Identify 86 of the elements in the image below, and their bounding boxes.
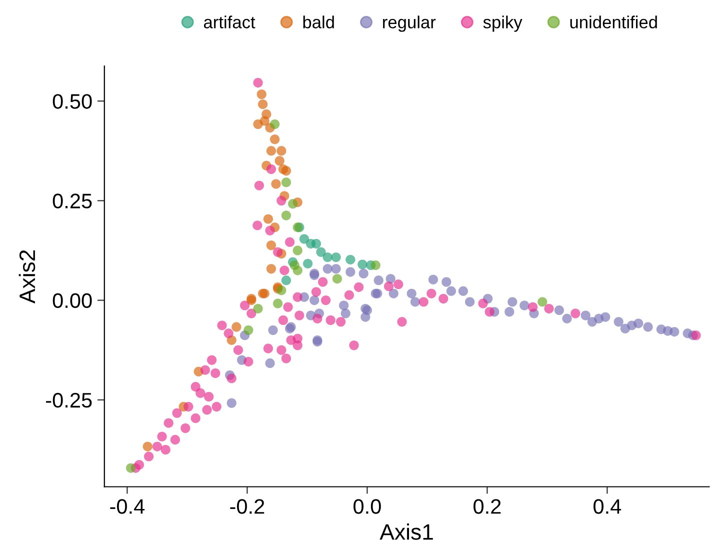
point bbox=[358, 260, 368, 270]
point bbox=[346, 254, 356, 264]
point bbox=[268, 325, 278, 335]
point bbox=[508, 297, 518, 307]
point bbox=[302, 258, 313, 268]
point bbox=[281, 210, 292, 220]
point bbox=[276, 286, 286, 296]
point bbox=[142, 442, 152, 452]
point bbox=[504, 307, 514, 317]
legend-label: bald bbox=[303, 16, 334, 28]
x-tick-label: 0.0 bbox=[354, 499, 381, 514]
point bbox=[620, 324, 630, 334]
point bbox=[274, 156, 284, 166]
point bbox=[258, 99, 268, 110]
y-tick-label: 0.25 bbox=[52, 194, 92, 208]
point bbox=[374, 276, 384, 286]
point bbox=[311, 238, 322, 249]
point bbox=[322, 264, 332, 274]
point bbox=[338, 300, 349, 310]
point bbox=[340, 308, 350, 318]
point bbox=[442, 277, 452, 287]
y-tick-label: -0.25 bbox=[46, 392, 92, 408]
point bbox=[554, 305, 564, 316]
point bbox=[266, 146, 276, 156]
point bbox=[292, 246, 302, 256]
point bbox=[458, 286, 468, 296]
x-tick-label: -0.2 bbox=[230, 499, 264, 514]
point bbox=[288, 199, 298, 209]
point bbox=[360, 312, 370, 322]
legend-label: artifact bbox=[204, 16, 256, 28]
point bbox=[299, 234, 310, 244]
point bbox=[520, 300, 530, 310]
point bbox=[370, 260, 380, 270]
legend-label: regular bbox=[383, 16, 436, 32]
point bbox=[232, 322, 242, 332]
point bbox=[226, 398, 236, 408]
y-tick-label: 0.00 bbox=[52, 293, 92, 308]
point bbox=[266, 264, 276, 274]
x-tick-label: 0.4 bbox=[594, 499, 622, 514]
x-tick-label: -0.4 bbox=[110, 499, 145, 514]
point bbox=[614, 316, 624, 327]
point bbox=[410, 297, 420, 307]
point bbox=[270, 134, 280, 144]
point bbox=[266, 240, 276, 250]
point bbox=[346, 267, 356, 277]
point bbox=[358, 268, 368, 278]
point bbox=[562, 314, 572, 324]
y-axis-title: Axis2 bbox=[18, 250, 36, 304]
point bbox=[322, 252, 332, 262]
point bbox=[270, 119, 280, 129]
point bbox=[310, 295, 320, 306]
point bbox=[265, 358, 275, 368]
point bbox=[600, 312, 610, 322]
point bbox=[126, 463, 136, 473]
point bbox=[587, 316, 598, 327]
x-axis-title: Axis1 bbox=[380, 524, 433, 540]
point bbox=[316, 247, 326, 257]
point bbox=[406, 288, 416, 298]
point bbox=[538, 297, 548, 307]
point bbox=[281, 276, 292, 286]
point bbox=[332, 274, 342, 284]
x-tick-label: 0.2 bbox=[474, 499, 501, 514]
point bbox=[643, 322, 653, 332]
point bbox=[276, 146, 286, 156]
point bbox=[278, 164, 288, 174]
point bbox=[281, 178, 292, 188]
point bbox=[634, 318, 644, 328]
point bbox=[446, 286, 456, 296]
point bbox=[260, 116, 270, 126]
point bbox=[256, 89, 266, 100]
point bbox=[331, 252, 341, 262]
point bbox=[580, 310, 590, 320]
point bbox=[331, 264, 341, 274]
point bbox=[388, 288, 398, 298]
point bbox=[272, 298, 283, 308]
y-tick-label: 0.50 bbox=[52, 94, 92, 109]
legend-label: unidentified bbox=[570, 16, 657, 28]
point bbox=[253, 304, 263, 314]
point bbox=[292, 266, 302, 276]
point bbox=[244, 325, 254, 335]
point bbox=[271, 179, 281, 189]
legend-label: spiky bbox=[483, 16, 522, 32]
point bbox=[428, 274, 438, 284]
point bbox=[464, 297, 475, 307]
point bbox=[263, 214, 274, 224]
point bbox=[662, 326, 673, 336]
